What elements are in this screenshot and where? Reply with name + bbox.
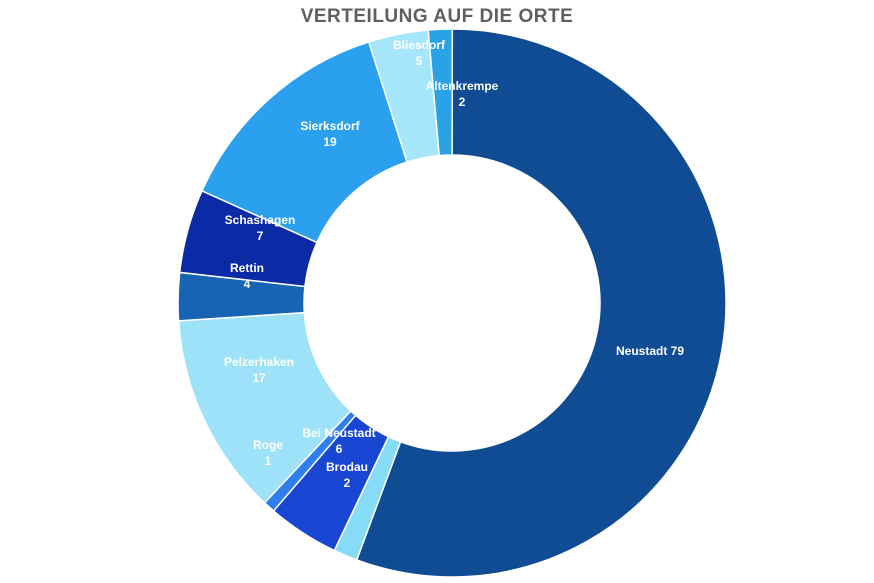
label-bliesdorf-name: Bliesdorf — [393, 38, 446, 52]
label-bliesdorf-value: 5 — [416, 54, 423, 68]
label-schashagen-value: 7 — [257, 229, 264, 243]
label-neustadt: Neustadt 79 — [616, 344, 684, 358]
label-rettin-name: Rettin — [230, 261, 264, 275]
label-roge-value: 1 — [265, 454, 272, 468]
label-rettin-value: 4 — [244, 277, 251, 291]
label-pelzerhaken-name: Pelzerhaken — [224, 355, 294, 369]
label-altenkrempe-name: Altenkrempe — [426, 79, 499, 93]
slice-neustadt — [355, 28, 727, 578]
label-altenkrempe-value: 2 — [459, 95, 466, 109]
label-sierksdorf-name: Sierksdorf — [300, 119, 360, 133]
label-brodau-value: 2 — [344, 476, 351, 490]
label-schashagen-name: Schashagen — [225, 213, 296, 227]
label-sierksdorf-value: 19 — [323, 135, 337, 149]
chart-title: VERTEILUNG AUF DIE ORTE — [300, 6, 574, 27]
label-brodau-name: Brodau — [326, 460, 368, 474]
slice-bliesdorf — [367, 29, 440, 163]
label-roge-name: Roge — [253, 438, 283, 452]
label-bei-neustadt-value: 6 — [336, 442, 343, 456]
label-bei-neustadt-name: Bei Neustadt — [302, 426, 375, 440]
label-pelzerhaken-value: 17 — [252, 371, 266, 385]
